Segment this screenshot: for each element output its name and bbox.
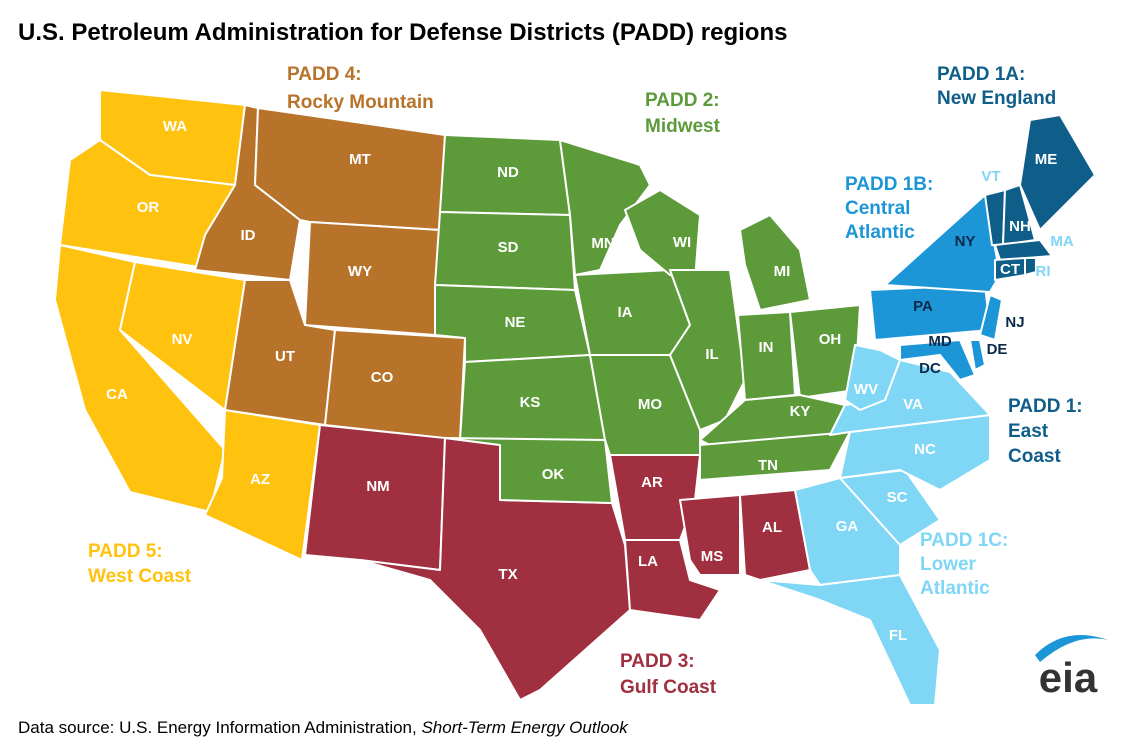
state-label: SC: [887, 489, 908, 506]
state-label: RI: [1036, 263, 1051, 280]
state-label: AL: [762, 519, 782, 536]
state-label: MA: [1050, 233, 1073, 250]
state-label: OR: [137, 199, 160, 216]
state-label: AR: [641, 474, 663, 491]
state-label: DC: [919, 360, 941, 377]
state-label: NY: [955, 233, 976, 250]
state-label: CT: [1000, 261, 1020, 278]
state-shape: [737, 311, 796, 401]
region-label: PADD 1B: Central Atlantic: [845, 174, 933, 243]
state-label: MS: [701, 548, 724, 565]
region-label: PADD 2: Midwest: [645, 90, 721, 137]
state-label: WA: [163, 118, 187, 135]
state-label: WI: [673, 234, 691, 251]
state-label: NC: [914, 441, 936, 458]
state-label: NM: [366, 478, 389, 495]
state-label: PA: [913, 298, 933, 315]
state-label: WV: [854, 381, 878, 398]
state-label: ID: [241, 227, 256, 244]
state-label: VT: [981, 168, 1000, 185]
state-label: AZ: [250, 471, 270, 488]
region-label: PADD 1: East Coast: [1008, 396, 1083, 467]
state-shape: [844, 344, 901, 411]
state-label: OH: [819, 331, 842, 348]
state-shape: [679, 494, 741, 576]
state-label: NJ: [1005, 314, 1024, 331]
state-label: MD: [928, 333, 951, 350]
state-shape: [1024, 257, 1037, 276]
state-shape: [739, 214, 811, 311]
source: Data source: U.S. Energy Information Adm…: [18, 718, 629, 737]
state-label: IN: [759, 339, 774, 356]
state-label: NV: [172, 331, 193, 348]
region-label: PADD 3: Gulf Coast: [620, 651, 717, 698]
state-label: MI: [774, 263, 791, 280]
state-label: CA: [106, 386, 128, 403]
state-label: NE: [505, 314, 526, 331]
state-label: ND: [497, 164, 519, 181]
title: U.S. Petroleum Administration for Defens…: [18, 19, 787, 46]
state-label: IL: [705, 346, 718, 363]
state-label: MT: [349, 151, 371, 168]
state-shape: [669, 269, 746, 431]
state-label: SD: [498, 239, 519, 256]
state-shape: [994, 239, 1053, 261]
logo-text: eia: [1039, 654, 1098, 701]
state-shape: [969, 339, 986, 371]
state-label: GA: [836, 518, 859, 535]
state-shape: [624, 539, 721, 621]
eia-logo: eia: [1035, 635, 1108, 701]
state-shape: [759, 574, 941, 706]
region-label: PADD 4: Rocky Mountain: [287, 64, 434, 113]
states: [54, 89, 1096, 706]
state-label: VA: [903, 396, 923, 413]
state-label: DE: [987, 341, 1008, 358]
state-label: OK: [542, 466, 565, 483]
state-label: TN: [758, 457, 778, 474]
state-shape: [1019, 114, 1096, 231]
state-label: MN: [591, 235, 614, 252]
logo-swoosh: [1035, 635, 1108, 662]
state-shape: [739, 489, 811, 581]
state-labels: WA OR CA NV AZ ID MT WY UT CO NM TX ND S…: [106, 118, 1074, 644]
state-label: UT: [275, 348, 295, 365]
region-label: PADD 1A: New England: [937, 64, 1056, 109]
state-label: ME: [1035, 151, 1058, 168]
state-shape: [304, 221, 441, 336]
state-label: CO: [371, 369, 394, 386]
state-shape: [699, 431, 851, 481]
state-shape: [444, 437, 613, 504]
state-shape: [324, 329, 466, 441]
state-label: IA: [618, 304, 633, 321]
state-label: KY: [790, 403, 811, 420]
state-label: WY: [348, 263, 372, 280]
state-label: KS: [520, 394, 541, 411]
state-label: NH: [1009, 218, 1031, 235]
state-label: TX: [498, 566, 517, 583]
state-shape: [574, 269, 691, 356]
state-label: LA: [638, 553, 658, 570]
state-shape: [304, 424, 446, 571]
region-label: PADD 5: West Coast: [88, 541, 192, 587]
state-shape: [979, 294, 1003, 341]
state-label: FL: [889, 627, 907, 644]
state-label: MO: [638, 396, 662, 413]
state-shape: [559, 139, 651, 276]
region-labels: PADD 4: Rocky Mountain PADD 2: Midwest PAD…: [88, 64, 1083, 698]
region-label: PADD 1C: Lower Atlantic: [920, 530, 1008, 599]
state-shape: [899, 339, 976, 381]
